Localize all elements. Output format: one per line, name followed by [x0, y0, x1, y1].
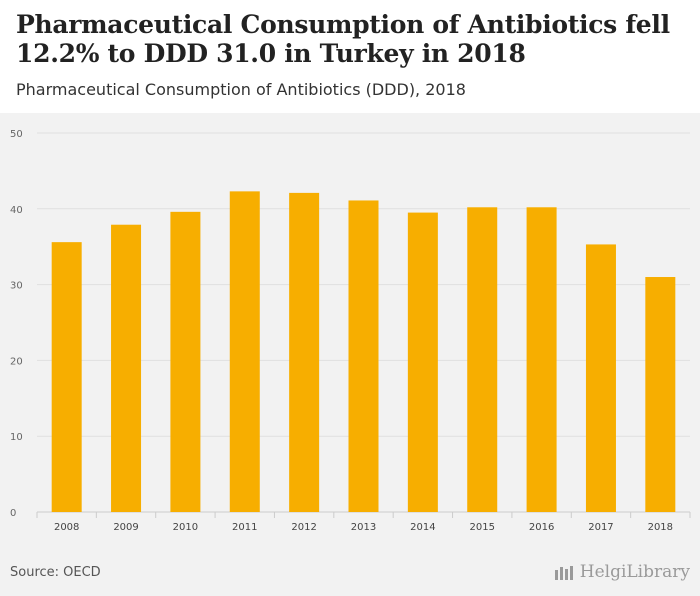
y-tick-label: 30 [10, 281, 23, 292]
bar-2014 [407, 212, 438, 512]
bar-2015 [467, 207, 498, 512]
chart-subtitle: Pharmaceutical Consumption of Antibiotic… [16, 80, 466, 99]
y-tick-label: 10 [10, 432, 23, 443]
brand-name: HelgiLibrary [579, 562, 690, 582]
chart-title: Pharmaceutical Consumption of Antibiotic… [16, 10, 670, 68]
x-tick-label: 2018 [648, 522, 673, 533]
chart-header: Pharmaceutical Consumption of Antibiotic… [0, 0, 700, 113]
library-icon [554, 566, 573, 580]
x-tick-label: 2016 [529, 522, 554, 533]
y-tick-label: 20 [10, 356, 23, 367]
brand-logo: HelgiLibrary [554, 562, 690, 582]
x-tick-label: 2009 [113, 522, 138, 533]
x-tick-label: 2010 [173, 522, 198, 533]
x-tick-label: 2017 [588, 522, 613, 533]
bar-2018 [645, 277, 676, 512]
bar-2008 [51, 242, 82, 513]
bar-2009 [111, 224, 142, 512]
x-tick-label: 2013 [351, 522, 376, 533]
y-tick-label: 0 [10, 508, 16, 519]
y-tick-label: 40 [10, 205, 23, 216]
x-tick-label: 2012 [291, 522, 316, 533]
bar-chart: 0 10 20 30 40 50 2008 2009 2010 2011 2012 2013 2014 2… [10, 129, 691, 533]
bar-2010 [170, 211, 201, 512]
x-tick-label: 2008 [54, 522, 79, 533]
bar-2013 [348, 200, 379, 512]
bar-2016 [526, 207, 557, 512]
y-tick-label: 50 [10, 129, 23, 140]
x-tick-label: 2015 [470, 522, 495, 533]
source-note: Source: OECD [10, 565, 101, 580]
x-tick-label: 2014 [410, 522, 435, 533]
x-tick-label: 2011 [232, 522, 257, 533]
bar-2017 [585, 244, 616, 512]
bar-2011 [229, 191, 260, 512]
bar-2012 [289, 192, 320, 512]
